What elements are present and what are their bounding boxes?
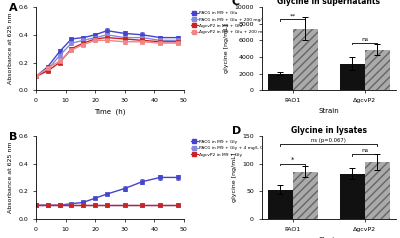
Bar <box>293 172 318 219</box>
Text: ns: ns <box>361 148 368 153</box>
Title: Glycine in supernatants: Glycine in supernatants <box>277 0 380 6</box>
Text: **: ** <box>290 13 296 18</box>
X-axis label: Time  (h): Time (h) <box>94 108 126 115</box>
Bar <box>365 50 390 90</box>
Bar <box>293 172 318 219</box>
Bar <box>340 174 365 219</box>
Bar <box>365 50 390 90</box>
Legend: PAO1 in M9 + Gly, PAO1 in M9 + Gly + 4 mg/L CYS, ΔgcvP2 in M9 + Gly: PAO1 in M9 + Gly, PAO1 in M9 + Gly + 4 m… <box>189 138 270 159</box>
Bar <box>268 74 293 90</box>
Legend: PAO1 in M9 + Glu, PAO1 in M9 + Glu + 200 mg/L CYS, ΔgcvP2 in M9 + Glu, ΔgcvP2 in: PAO1 in M9 + Glu, PAO1 in M9 + Glu + 200… <box>189 9 281 36</box>
Text: C: C <box>232 0 240 7</box>
Bar <box>365 162 390 219</box>
Text: A: A <box>9 3 18 13</box>
Text: *: * <box>291 157 294 163</box>
Text: ns: ns <box>361 37 368 42</box>
X-axis label: Time  (h): Time (h) <box>94 237 126 238</box>
Text: D: D <box>232 126 241 136</box>
Text: B: B <box>9 132 18 142</box>
Title: Glycine in lysates: Glycine in lysates <box>291 126 367 135</box>
X-axis label: Strain: Strain <box>318 237 339 238</box>
Bar <box>340 64 365 90</box>
Y-axis label: glycine [ng/mL]: glycine [ng/mL] <box>224 24 229 73</box>
Y-axis label: glycine [ng/mL]: glycine [ng/mL] <box>232 153 237 202</box>
X-axis label: Strain: Strain <box>318 108 339 114</box>
Bar <box>268 190 293 219</box>
Y-axis label: Absorbance at 625 nm: Absorbance at 625 nm <box>8 13 13 84</box>
Bar <box>293 29 318 90</box>
Bar <box>293 29 318 90</box>
Y-axis label: Absorbance at 625 nm: Absorbance at 625 nm <box>8 142 13 213</box>
Text: ns (p=0.067): ns (p=0.067) <box>311 139 346 144</box>
Bar <box>365 162 390 219</box>
